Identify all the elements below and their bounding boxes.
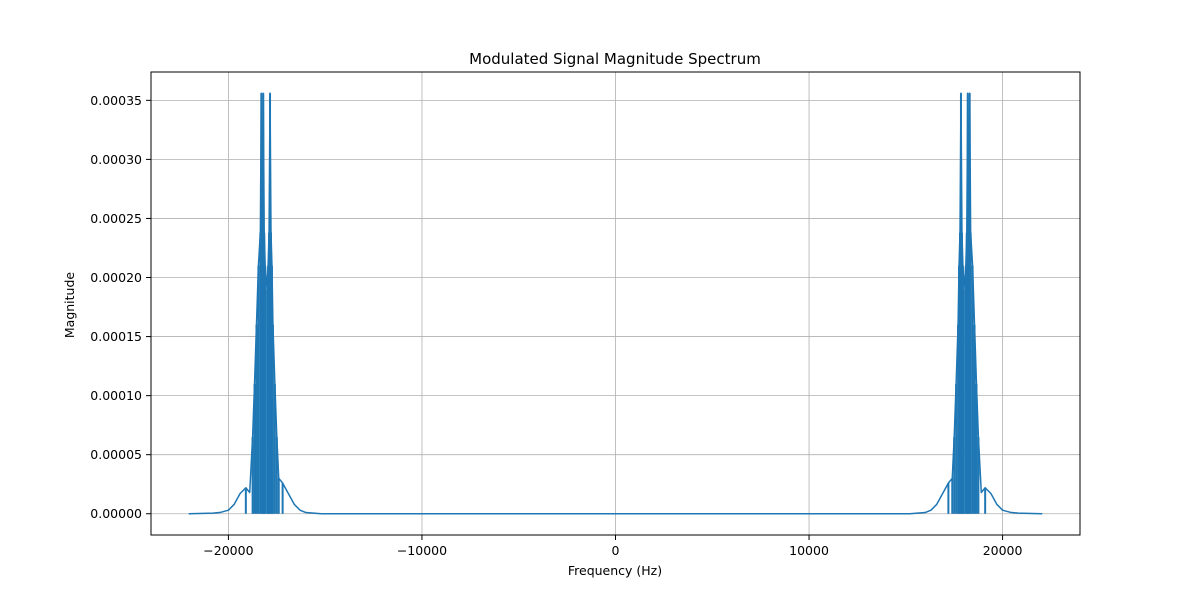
chart-title: Modulated Signal Magnitude Spectrum [469,50,761,68]
y-tick-label: 0.00015 [90,329,142,344]
y-tick-label: 0.00010 [90,388,142,403]
y-tick-label: 0.00035 [90,93,142,108]
x-tick-label: −10000 [397,543,447,558]
grid-lines [151,72,1080,535]
x-tick-label: 20000 [983,543,1023,558]
x-axis-label: Frequency (Hz) [568,563,662,578]
x-axis-ticks: −20000 −10000 0 10000 20000 [203,535,1023,558]
x-tick-label: −20000 [203,543,253,558]
y-tick-label: 0.00020 [90,270,142,285]
y-tick-label: 0.00025 [90,211,142,226]
plot-area [188,92,1043,515]
x-tick-label: 10000 [789,543,829,558]
y-axis-label: Magnitude [62,272,77,339]
y-tick-label: 0.00005 [90,447,142,462]
y-axis-ticks: 0.00000 0.00005 0.00010 0.00015 0.00020 0.000… [90,93,151,521]
y-tick-label: 0.00030 [90,152,142,167]
y-tick-label: 0.00000 [90,506,142,521]
x-tick-label: 0 [612,543,620,558]
